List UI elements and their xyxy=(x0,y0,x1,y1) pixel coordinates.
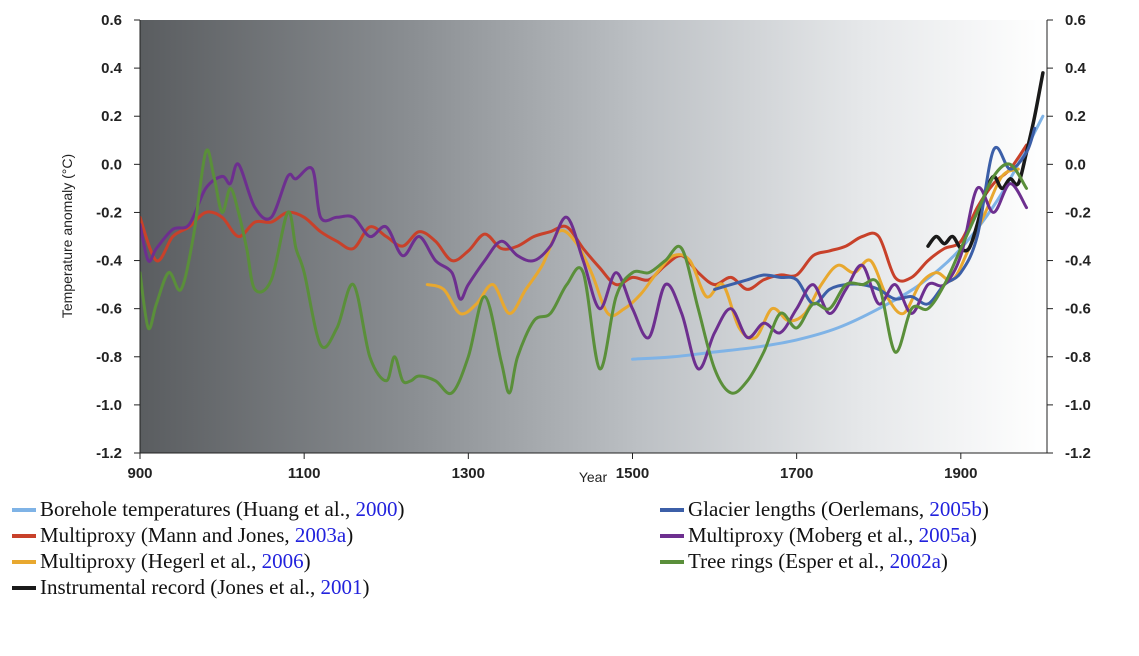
y-tick-label-left: -0.6 xyxy=(96,301,122,318)
y-tick-label-right: 0.4 xyxy=(1065,60,1087,77)
legend-label: Tree rings (Esper et al., xyxy=(688,549,890,573)
legend-label: Borehole temperatures (Huang et al., xyxy=(40,497,356,521)
legend-swatch xyxy=(660,560,684,564)
y-tick-label-right: 0.6 xyxy=(1065,12,1086,29)
legend-item-1: Multiproxy (Mann and Jones, 2003a) xyxy=(12,522,353,548)
legend-label-suffix: ) xyxy=(303,549,311,573)
legend-swatch xyxy=(12,534,36,538)
x-axis-label: Year xyxy=(579,469,608,485)
y-tick-label-left: 0.0 xyxy=(101,156,122,173)
legend-label: Glacier lengths (Oerlemans, xyxy=(688,497,930,521)
y-tick-label-left: -0.2 xyxy=(96,204,122,221)
legend-label-suffix: ) xyxy=(969,523,977,547)
legend-label-suffix: ) xyxy=(397,497,405,521)
y-tick-label-right: 0.2 xyxy=(1065,108,1086,125)
ticks-layer: -1.2 -1.2 -1.0 -1.0 -0.8 -0.8 -0.6 -0.6 -0.4 -0.4… xyxy=(96,12,1091,482)
y-tick-label-right: -0.4 xyxy=(1065,253,1092,270)
legend-label-suffix: ) xyxy=(981,497,989,521)
y-tick-label-right: 0.0 xyxy=(1065,156,1086,173)
legend-label: Multiproxy (Mann and Jones, xyxy=(40,523,295,547)
legend-swatch xyxy=(660,534,684,538)
legend-swatch xyxy=(12,508,36,512)
legend-label: Instrumental record (Jones et al., xyxy=(40,575,321,599)
legend-item-5: Multiproxy (Moberg et al., 2005a) xyxy=(660,522,977,548)
y-tick-label-left: -1.0 xyxy=(96,397,122,414)
y-tick-label-right: -1.2 xyxy=(1065,445,1091,462)
x-tick-label: 900 xyxy=(127,465,152,482)
y-tick-label-left: 0.6 xyxy=(101,12,122,29)
plot-background xyxy=(140,20,1047,453)
x-tick-label: 1700 xyxy=(780,465,813,482)
x-tick-label: 1500 xyxy=(616,465,649,482)
series-line-5 xyxy=(140,162,1028,371)
y-axis-label: Temperature anomaly (°C) xyxy=(59,154,75,318)
y-tick-label-right: -0.8 xyxy=(1065,349,1091,366)
legend-citation-link[interactable]: 2005b xyxy=(929,497,982,521)
legend-label: Multiproxy (Hegerl et al., xyxy=(40,549,262,573)
legend-item-3: Instrumental record (Jones et al., 2001) xyxy=(12,574,370,600)
legend-label-suffix: ) xyxy=(940,549,948,573)
series-line-6 xyxy=(140,148,1028,396)
y-tick-label-left: 0.2 xyxy=(101,108,122,125)
legend-item-4: Glacier lengths (Oerlemans, 2005b) xyxy=(660,496,989,522)
legend-citation-link[interactable]: 2003a xyxy=(294,523,347,547)
y-tick-label-left: 0.4 xyxy=(101,60,123,77)
x-tick-label: 1900 xyxy=(944,465,977,482)
legend-citation-link[interactable]: 2006 xyxy=(261,549,304,573)
legend-label-suffix: ) xyxy=(346,523,354,547)
y-tick-label-right: -1.0 xyxy=(1065,397,1091,414)
legend-citation-link[interactable]: 2000 xyxy=(355,497,398,521)
legend-swatch xyxy=(12,560,36,564)
y-tick-label-left: -0.8 xyxy=(96,349,122,366)
x-tick-label: 1300 xyxy=(452,465,485,482)
y-tick-label-right: -0.6 xyxy=(1065,301,1091,318)
y-tick-label-left: -0.4 xyxy=(96,253,123,270)
legend-citation-link[interactable]: 2001 xyxy=(320,575,363,599)
y-tick-label-left: -1.2 xyxy=(96,445,122,462)
series-line-4 xyxy=(713,126,1037,306)
legend-swatch xyxy=(660,508,684,512)
legend-label: Multiproxy (Moberg et al., xyxy=(688,523,919,547)
x-tick-label: 1100 xyxy=(288,465,321,482)
legend-label-suffix: ) xyxy=(362,575,370,599)
legend-citation-link[interactable]: 2005a xyxy=(918,523,970,547)
legend-item-6: Tree rings (Esper et al., 2002a) xyxy=(660,548,948,574)
y-tick-label-right: -0.2 xyxy=(1065,204,1091,221)
series-layer xyxy=(140,71,1045,396)
temperature-anomaly-chart: -1.2 -1.2 -1.0 -1.0 -0.8 -0.8 -0.6 -0.6 -0.4 -0.4… xyxy=(59,12,1092,485)
legend-swatch xyxy=(12,586,36,590)
legend-item-0: Borehole temperatures (Huang et al., 200… xyxy=(12,496,404,522)
legend-item-2: Multiproxy (Hegerl et al., 2006) xyxy=(12,548,311,574)
series-line-2 xyxy=(425,167,1020,341)
legend-citation-link[interactable]: 2002a xyxy=(889,549,941,573)
